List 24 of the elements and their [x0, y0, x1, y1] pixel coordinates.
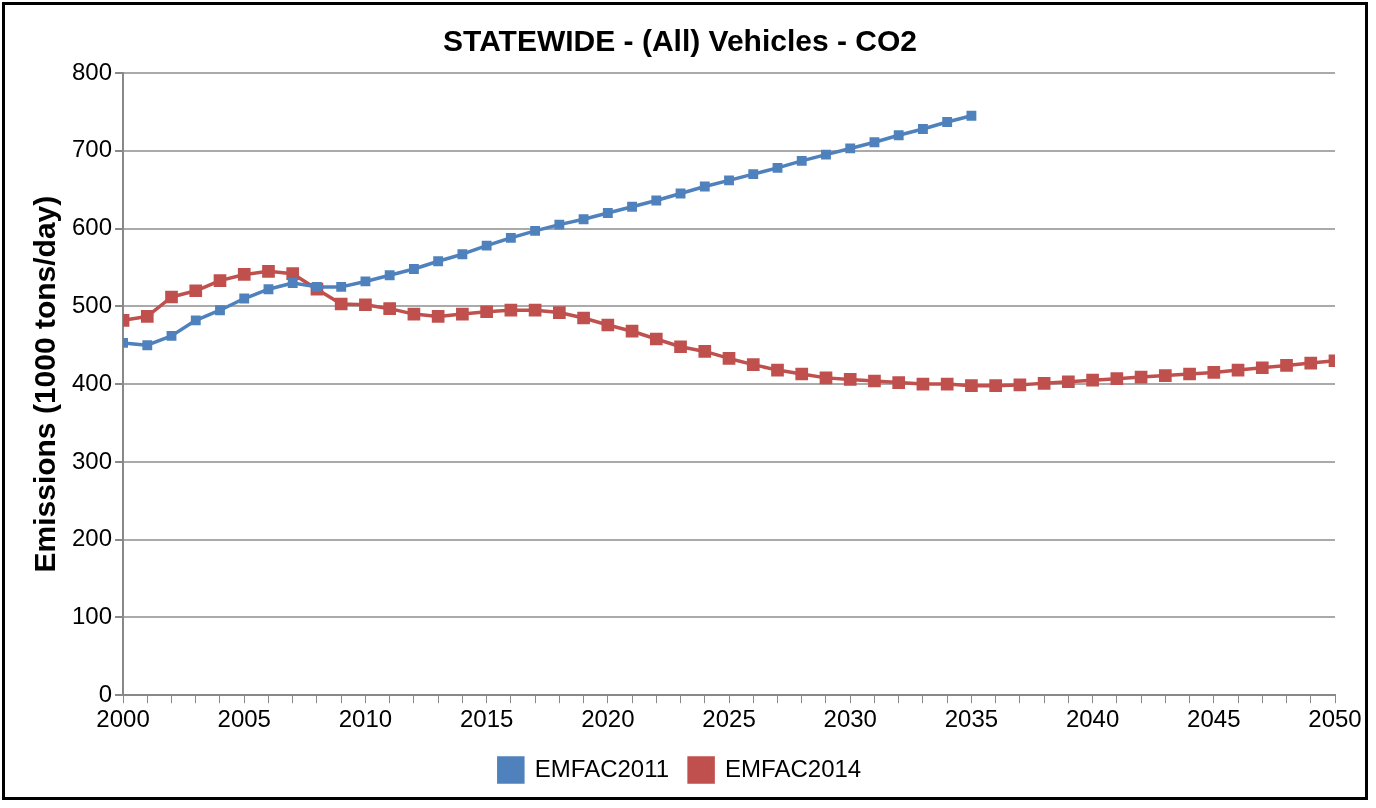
y-tick-label: 600: [72, 213, 113, 241]
x-tick-label: 2040: [1065, 705, 1120, 733]
legend-label: EMFAC2014: [725, 754, 862, 782]
x-tick-label: 2005: [217, 705, 271, 733]
y-tick-label: 400: [72, 368, 113, 396]
y-tick-label: 800: [72, 57, 113, 85]
y-tick-label: 0: [98, 679, 113, 707]
chart-title: STATEWIDE - (All) Vehicles - CO2: [443, 24, 917, 58]
y-tick-label: 300: [72, 446, 113, 474]
x-tick-label: 2000: [96, 705, 150, 733]
x-tick-label: 2025: [702, 705, 756, 733]
legend-label: EMFAC2011: [534, 754, 670, 782]
x-tick-label: 2010: [338, 705, 393, 733]
x-tick-label: 2045: [1187, 705, 1241, 733]
y-tick-label: 500: [72, 290, 113, 318]
y-tick-label: 100: [72, 602, 113, 630]
x-tick-label: 2030: [823, 705, 877, 733]
x-tick-label: 2035: [944, 705, 999, 733]
y-tick-label: 700: [72, 135, 113, 163]
y-tick-label: 200: [72, 524, 113, 552]
x-tick-label: 2050: [1308, 705, 1362, 733]
y-axis-title: Emissions (1000 tons/day): [28, 195, 62, 573]
x-tick-label: 2015: [459, 705, 514, 733]
x-tick-label: 2020: [581, 705, 635, 733]
